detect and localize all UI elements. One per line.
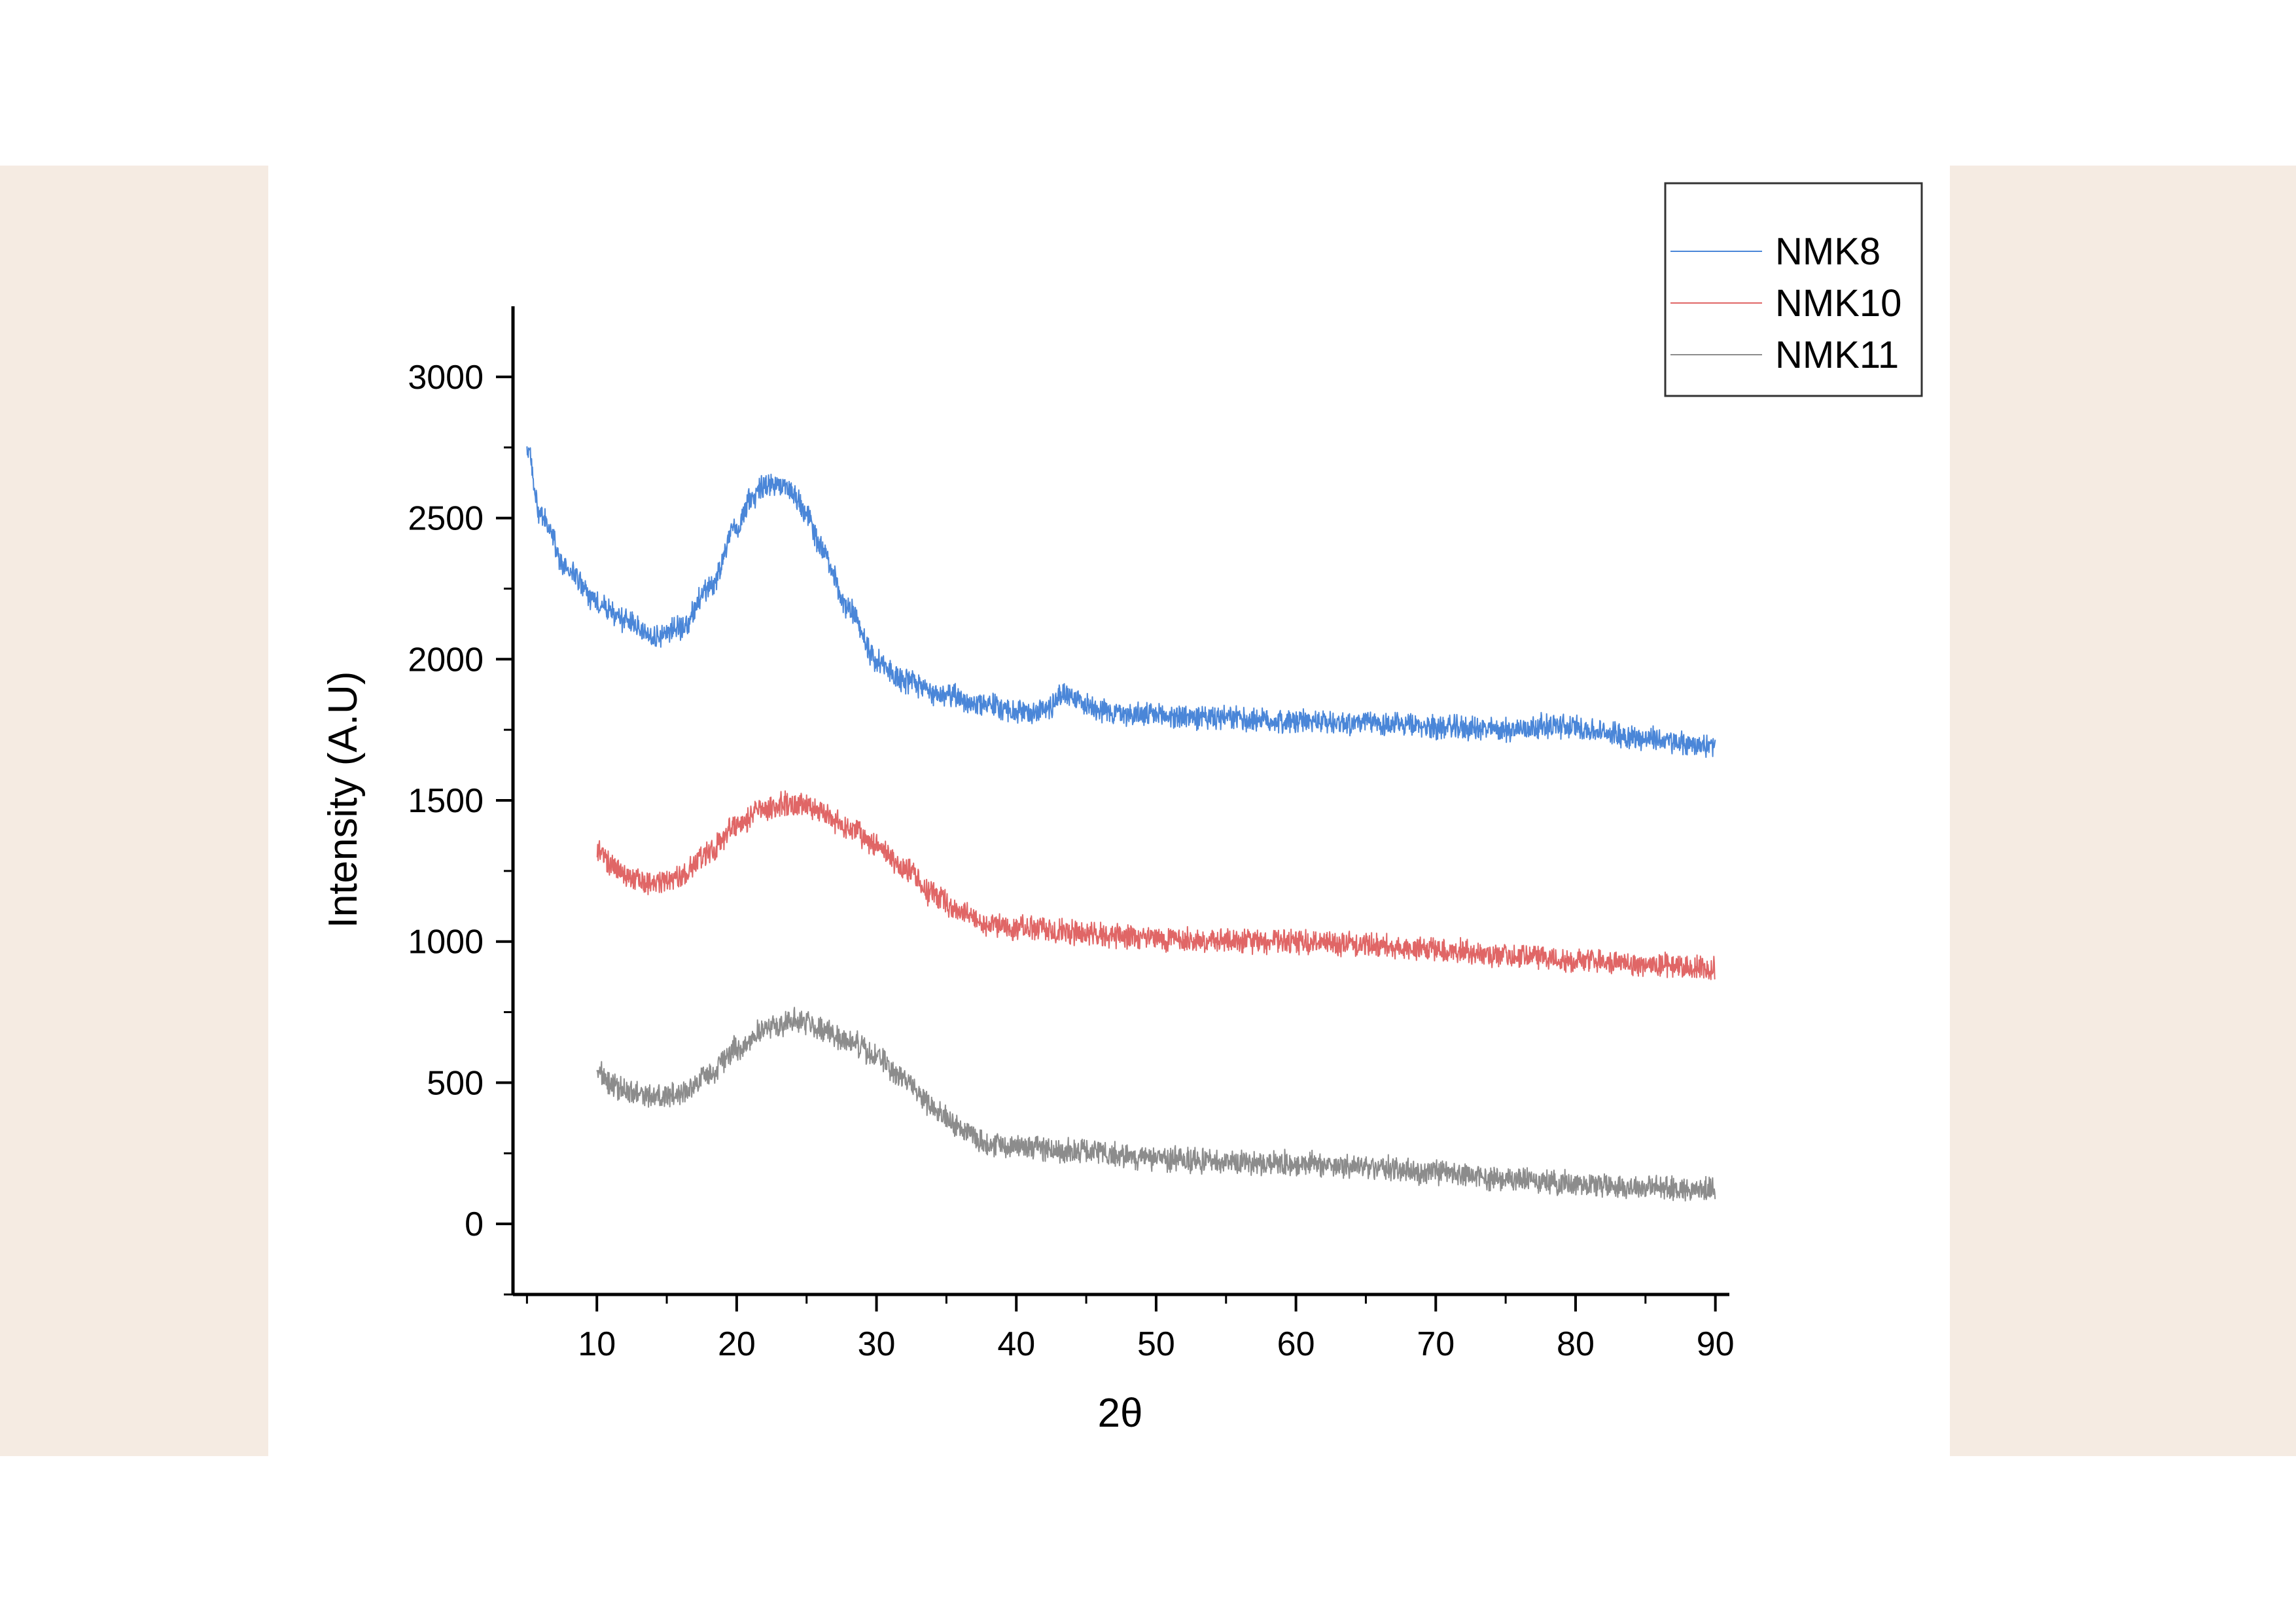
legend-label: NMK10 bbox=[1775, 282, 1901, 325]
x-tick-label: 40 bbox=[997, 1325, 1035, 1363]
y-tick-label: 0 bbox=[465, 1205, 484, 1243]
series-layer bbox=[526, 446, 1716, 1202]
legend-label: NMK8 bbox=[1775, 230, 1881, 273]
series-line-nmk11 bbox=[596, 1007, 1716, 1202]
y-tick-label: 500 bbox=[427, 1064, 484, 1102]
x-tick-label: 90 bbox=[1697, 1325, 1735, 1363]
y-tick-label: 1500 bbox=[408, 782, 484, 820]
x-tick-label: 70 bbox=[1417, 1325, 1455, 1363]
x-tick-label: 10 bbox=[578, 1325, 616, 1363]
series-line-nmk10 bbox=[596, 790, 1716, 980]
legend-box bbox=[1664, 182, 1923, 397]
axes-layer: 0 500 1000 1500 2000 2500 3000 10 20 30 40 50 60 70 80… bbox=[408, 306, 1735, 1363]
x-tick-label: 50 bbox=[1137, 1325, 1175, 1363]
y-tick-label: 3000 bbox=[408, 359, 484, 397]
y-tick-label: 2500 bbox=[408, 500, 484, 538]
x-tick-label: 60 bbox=[1277, 1325, 1315, 1363]
x-tick-label: 20 bbox=[718, 1325, 756, 1363]
y-tick-label: 2000 bbox=[408, 641, 484, 679]
legend: NMK8 NMK10 NMK11 bbox=[1664, 182, 1923, 397]
x-tick-label: 80 bbox=[1557, 1325, 1595, 1363]
y-axis-title: Intensity (A.U) bbox=[321, 671, 366, 929]
x-axis-title: 2θ bbox=[1098, 1391, 1143, 1436]
x-tick-label: 30 bbox=[858, 1325, 896, 1363]
legend-label: NMK11 bbox=[1775, 334, 1899, 376]
series-line-nmk8 bbox=[526, 446, 1716, 758]
y-tick-label: 1000 bbox=[408, 923, 484, 961]
